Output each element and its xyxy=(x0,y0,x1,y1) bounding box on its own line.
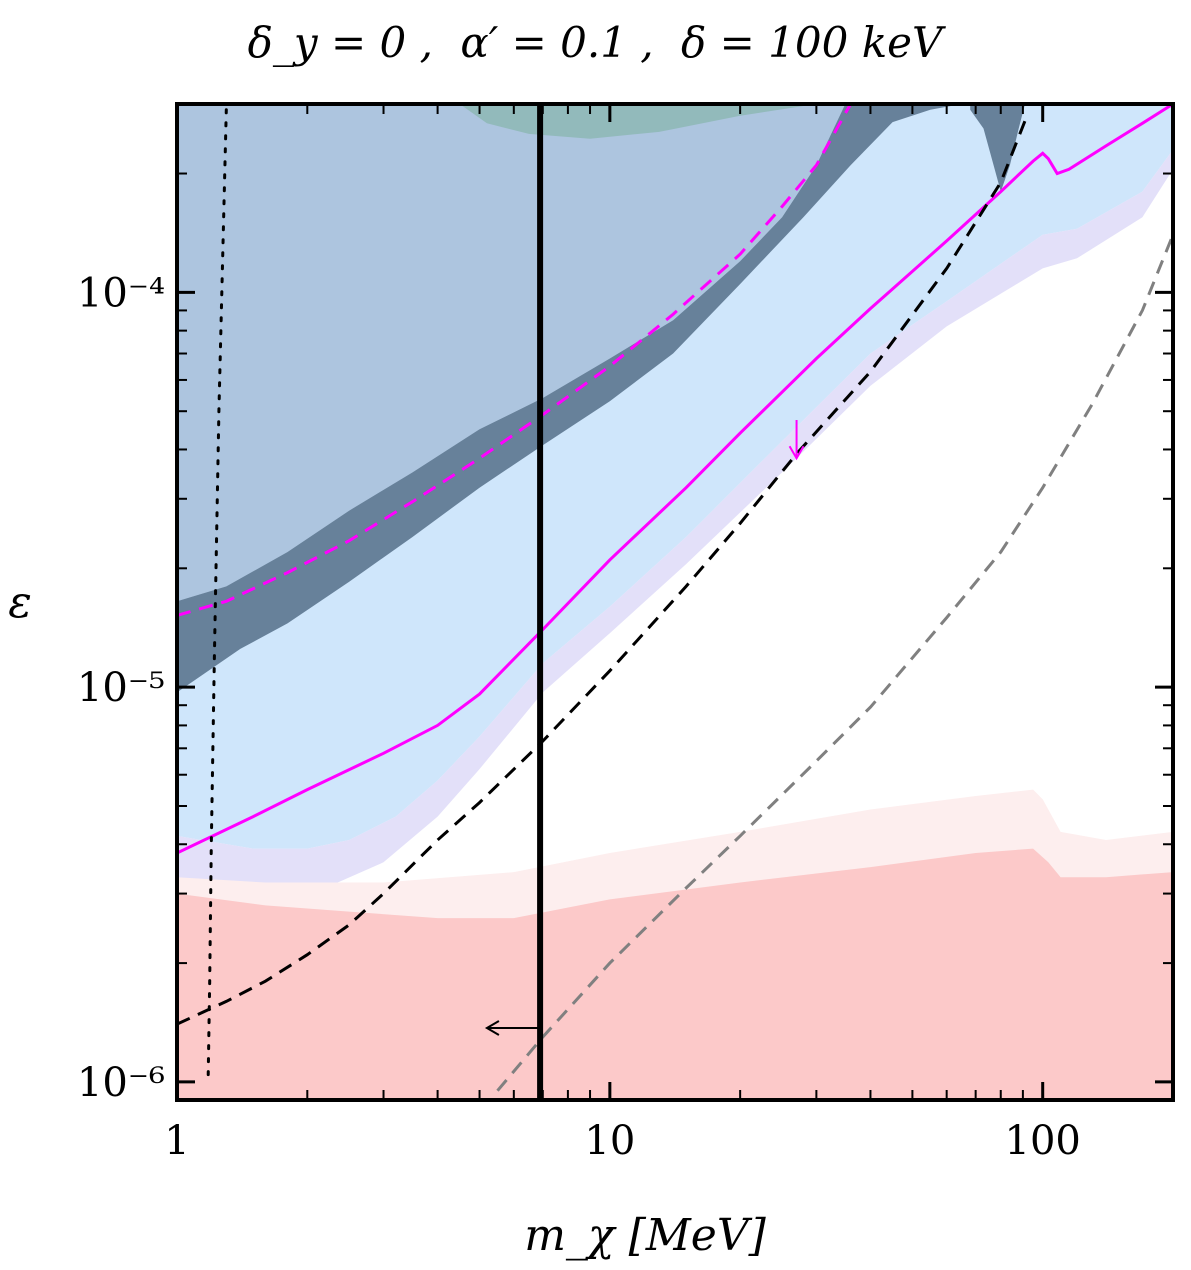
x-tick-label: 10 xyxy=(584,1118,635,1164)
y-tick-label: 10⁻⁶ xyxy=(77,1060,165,1106)
magenta-down-arrow xyxy=(788,419,805,461)
y-axis-label: ε xyxy=(8,577,32,628)
teal-region xyxy=(459,104,817,139)
series-gray-dashed xyxy=(496,234,1173,1092)
region-layer xyxy=(177,104,1173,1100)
series-magenta-solid xyxy=(177,104,1173,855)
steel-blue-region xyxy=(177,104,846,602)
line-layer xyxy=(177,104,1173,1100)
title-delta: δ = 100 keV xyxy=(681,18,946,67)
series-black-dotted xyxy=(206,108,228,1084)
lavender-region xyxy=(177,149,1173,894)
plot-frame xyxy=(175,102,1175,1102)
magenta-down-arrow-head xyxy=(788,445,805,461)
chart-title: δ_y = 0 , α′ = 0.1 , δ = 100 keV xyxy=(248,18,946,67)
title-alpha: α′ = 0.1 , xyxy=(460,18,653,67)
black-left-arrow xyxy=(484,1020,541,1036)
y-tick-labels: 10⁻⁶ 10⁻⁵ 10⁻⁴ xyxy=(77,270,165,1106)
y-tick-label: 10⁻⁴ xyxy=(77,270,165,316)
dark-slate-bump-region xyxy=(970,104,1025,192)
x-tick-label: 100 xyxy=(1005,1118,1081,1164)
dark-slate-region xyxy=(177,104,962,693)
x-tick-label: 1 xyxy=(164,1118,189,1164)
x-axis-label: m_χ [MeV] xyxy=(524,1210,766,1261)
y-tick-label: 10⁻⁵ xyxy=(77,665,165,711)
pink-region xyxy=(177,848,1173,1100)
annotation-layer xyxy=(484,419,805,1036)
x-tick-labels: 1 10 100 xyxy=(164,1118,1081,1164)
title-delta-y: δ_y = 0 , xyxy=(248,18,433,67)
tick-layer xyxy=(175,104,1174,1101)
black-left-arrow-head xyxy=(484,1020,500,1036)
